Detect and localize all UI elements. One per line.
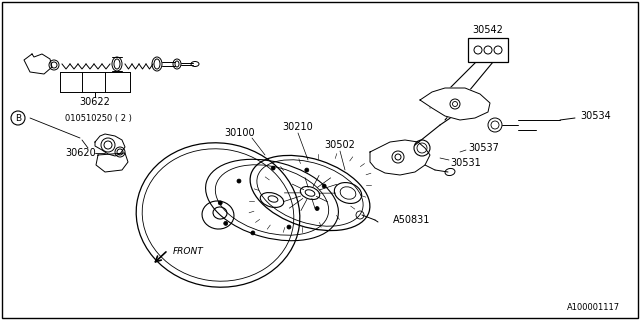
Circle shape (251, 231, 255, 235)
FancyBboxPatch shape (468, 38, 508, 62)
Text: 30531: 30531 (450, 158, 481, 168)
Text: 30620: 30620 (65, 148, 96, 158)
Text: A100001117: A100001117 (567, 303, 620, 313)
Text: 30542: 30542 (472, 25, 504, 35)
Text: B: B (15, 114, 21, 123)
Text: A50831: A50831 (393, 215, 430, 225)
Polygon shape (24, 54, 52, 74)
Circle shape (271, 166, 275, 170)
Text: 30622: 30622 (79, 97, 111, 107)
Circle shape (224, 221, 228, 225)
Text: 30210: 30210 (283, 122, 314, 132)
Text: 30502: 30502 (324, 140, 355, 150)
Text: 010510250 ( 2 ): 010510250 ( 2 ) (65, 114, 132, 123)
Polygon shape (370, 140, 430, 175)
Circle shape (237, 179, 241, 183)
Circle shape (322, 184, 326, 188)
Circle shape (287, 225, 291, 229)
Circle shape (315, 206, 319, 211)
Text: 30537: 30537 (468, 143, 499, 153)
Text: 30534: 30534 (580, 111, 611, 121)
Text: 30100: 30100 (225, 128, 255, 138)
Text: FRONT: FRONT (173, 247, 204, 257)
Circle shape (305, 168, 308, 172)
Polygon shape (420, 88, 490, 120)
Circle shape (218, 201, 222, 205)
